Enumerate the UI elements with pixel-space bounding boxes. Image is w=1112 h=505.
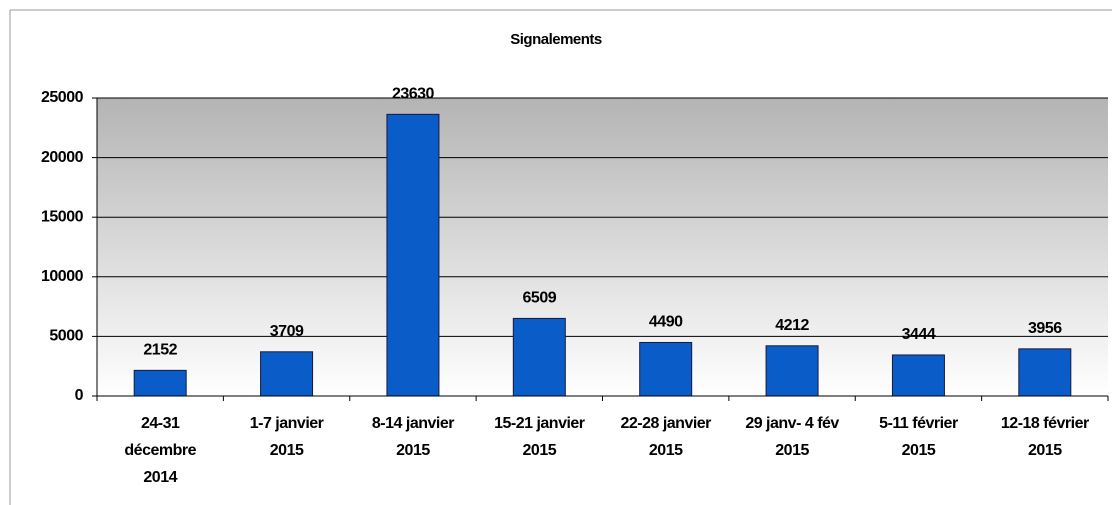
y-tick-label: 10000 [41, 268, 84, 285]
x-tick-label: 22-28 janvier [620, 415, 711, 432]
x-tick-label: 1-7 janvier [250, 415, 324, 432]
bar [260, 351, 314, 397]
bar [891, 354, 945, 397]
y-tick-label: 25000 [41, 89, 84, 106]
bar [765, 345, 819, 397]
x-tick-label: 15-21 janvier [494, 415, 585, 432]
value-label: 6509 [523, 290, 557, 307]
x-tick-label: 2015 [902, 442, 936, 459]
y-tick-label: 15000 [41, 208, 84, 225]
value-label: 23630 [392, 86, 435, 103]
plot-area [97, 98, 1108, 396]
value-label: 4490 [649, 314, 683, 331]
y-tick-label: 5000 [49, 328, 83, 345]
x-tick-label: 2015 [396, 442, 430, 459]
chart-title: Signalements [510, 31, 602, 48]
x-tick-label: 24-31 [141, 415, 180, 432]
y-tick-label: 0 [75, 387, 84, 404]
x-tick-label: 2015 [523, 442, 557, 459]
value-label: 2152 [143, 342, 177, 359]
bar [133, 369, 187, 397]
bar [639, 341, 693, 397]
x-tick-label: 2014 [143, 469, 177, 486]
bar [512, 317, 566, 397]
x-tick-label: 2015 [1028, 442, 1062, 459]
x-tick-label: 2015 [649, 442, 683, 459]
x-tick-label: 8-14 janvier [372, 415, 454, 432]
x-tick-label: 2015 [270, 442, 304, 459]
bar [386, 113, 440, 397]
x-tick-label: 29 janv- 4 fév [745, 415, 839, 432]
y-tick-label: 20000 [41, 149, 84, 166]
x-tick-label: décembre [124, 442, 196, 459]
x-tick-label: 2015 [775, 442, 809, 459]
value-label: 4212 [775, 317, 809, 334]
value-label: 3956 [1028, 320, 1062, 337]
x-tick-label: 5-11 février [879, 415, 958, 432]
x-tick-label: 12-18 février [1001, 415, 1089, 432]
value-label: 3444 [902, 326, 936, 343]
value-label: 3709 [270, 323, 304, 340]
bar [1018, 348, 1072, 397]
